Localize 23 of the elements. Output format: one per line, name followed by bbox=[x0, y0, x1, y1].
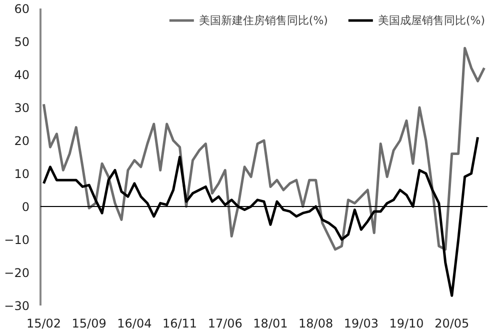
y-tick-label: −10 bbox=[4, 233, 30, 247]
y-tick-label: −30 bbox=[4, 299, 30, 313]
y-tick-label: 30 bbox=[14, 101, 30, 115]
x-tick-label: 18/01 bbox=[253, 316, 288, 330]
x-tick-label: 19/10 bbox=[389, 316, 424, 330]
x-tick-label: 18/08 bbox=[298, 316, 334, 330]
legend-label: 美国成屋销售同比(%) bbox=[378, 12, 485, 28]
y-tick-label: 60 bbox=[14, 2, 30, 16]
x-tick-label: 15/02 bbox=[26, 316, 62, 330]
y-tick-label: −20 bbox=[4, 266, 30, 280]
y-tick-label: 50 bbox=[14, 35, 30, 49]
x-tick-label: 19/03 bbox=[344, 316, 378, 330]
line-series bbox=[42, 46, 486, 251]
x-tick-label: 16/04 bbox=[117, 316, 152, 330]
y-tick-label: 20 bbox=[14, 134, 30, 148]
x-tick-label: 16/11 bbox=[162, 316, 198, 330]
x-tick-label: 15/09 bbox=[72, 316, 106, 330]
y-tick-label: 0 bbox=[22, 200, 30, 214]
x-tick-label: 17/06 bbox=[208, 316, 242, 330]
x-tick-label: 20/05 bbox=[434, 316, 470, 330]
legend-label: 美国新建住房销售同比(%) bbox=[198, 12, 328, 28]
y-tick-label: 40 bbox=[14, 68, 30, 82]
y-tick-label: 10 bbox=[14, 167, 30, 181]
